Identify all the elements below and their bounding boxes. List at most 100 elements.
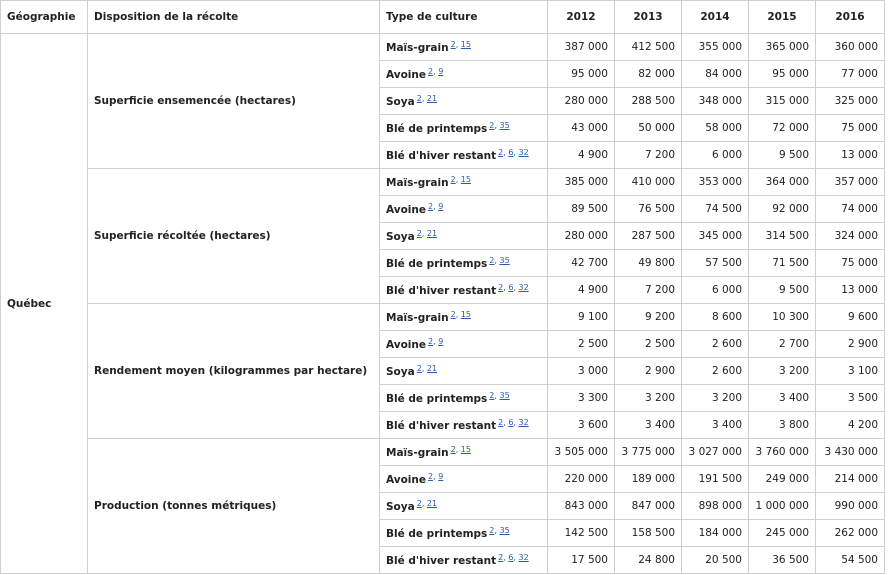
footnote-link[interactable]: 2	[498, 553, 504, 562]
value-cell: 2 900	[815, 330, 885, 358]
crop-cell: Soya 2, 21	[379, 357, 548, 385]
footnote-link[interactable]: 32	[518, 283, 529, 292]
footnote-link[interactable]: 2	[416, 364, 422, 373]
footnote-link[interactable]: 2	[416, 229, 422, 238]
footnote-link[interactable]: 32	[518, 418, 529, 427]
footnotes: 2, 9	[428, 337, 443, 346]
footnote-link[interactable]: 2	[428, 67, 434, 76]
footnote-link[interactable]: 15	[460, 310, 471, 319]
value-cell: 6 000	[681, 141, 749, 169]
footnote-link[interactable]: 9	[438, 337, 444, 346]
value-cell: 49 800	[614, 249, 682, 277]
footnote-link[interactable]: 21	[426, 364, 438, 373]
footnote-link[interactable]: 6	[508, 553, 514, 562]
footnote-link[interactable]: 2	[416, 499, 422, 508]
footnote-separator: ,	[513, 283, 519, 292]
footnote-link[interactable]: 2	[428, 202, 434, 211]
column-header: Type de culture	[379, 0, 548, 34]
footnote-link[interactable]: 2	[428, 472, 434, 481]
crop-cell: Blé de printemps 2, 35	[379, 114, 548, 142]
value-cell: 76 500	[614, 195, 682, 223]
footnote-link[interactable]: 6	[508, 148, 514, 157]
footnote-separator: ,	[494, 256, 500, 265]
value-cell: 3 400	[614, 411, 682, 439]
footnote-link[interactable]: 2	[498, 418, 504, 427]
footnote-link[interactable]: 6	[508, 283, 514, 292]
value-cell: 8 600	[681, 303, 749, 331]
value-cell: 3 000	[547, 357, 615, 385]
value-cell: 20 500	[681, 546, 749, 574]
value-cell: 13 000	[815, 141, 885, 169]
value-cell: 89 500	[547, 195, 615, 223]
crop-name: Blé de printemps	[386, 123, 488, 135]
table-row: Soya 2, 21 3 000 2 900 2 600 3 200 3 100	[1, 357, 885, 385]
footnote-link[interactable]: 35	[499, 526, 510, 535]
value-cell: 42 700	[547, 249, 615, 277]
footnote-link[interactable]: 2	[489, 391, 495, 400]
footnote-link[interactable]: 21	[426, 229, 438, 238]
crop-name: Soya	[386, 501, 415, 513]
footnote-link[interactable]: 15	[460, 40, 471, 49]
value-cell: 898 000	[681, 492, 749, 520]
value-cell: 77 000	[815, 60, 885, 88]
footnote-link[interactable]: 21	[426, 499, 438, 508]
table-row: Blé d'hiver restant 2, 6, 32 4 900 7 200 6 0…	[1, 141, 885, 169]
footnote-link[interactable]: 9	[438, 202, 444, 211]
value-cell: 6 000	[681, 276, 749, 304]
crop-name: Avoine	[386, 339, 427, 351]
value-cell: 9 500	[748, 276, 816, 304]
footnote-link[interactable]: 2	[498, 283, 504, 292]
footnote-link[interactable]: 2	[450, 310, 456, 319]
value-cell: 3 500	[815, 384, 885, 412]
footnotes: 2, 15	[451, 310, 471, 319]
crop-name: Soya	[386, 96, 415, 108]
value-cell: 9 600	[815, 303, 885, 331]
value-cell: 245 000	[748, 519, 816, 547]
footnote-link[interactable]: 2	[450, 175, 456, 184]
value-cell: 2 500	[547, 330, 615, 358]
value-cell: 3 300	[547, 384, 615, 412]
footnote-link[interactable]: 21	[426, 94, 438, 103]
footnote-link[interactable]: 32	[518, 553, 529, 562]
footnote-link[interactable]: 2	[450, 40, 456, 49]
value-cell: 3 400	[681, 411, 749, 439]
group-cell: Production (tonnes métriques)	[87, 438, 380, 574]
footnote-link[interactable]: 2	[450, 445, 456, 454]
value-cell: 847 000	[614, 492, 682, 520]
footnote-separator: ,	[494, 391, 500, 400]
crop-name: Blé d'hiver restant	[386, 555, 497, 567]
crop-name: Maïs-grain	[386, 42, 449, 54]
crop-cell: Soya 2, 21	[379, 222, 548, 250]
footnote-link[interactable]: 2	[498, 148, 504, 157]
footnote-link[interactable]: 9	[438, 67, 444, 76]
footnotes: 2, 6, 32	[498, 418, 529, 427]
crop-name: Avoine	[386, 204, 427, 216]
footnote-link[interactable]: 2	[428, 337, 434, 346]
footnote-link[interactable]: 15	[460, 445, 471, 454]
footnote-link[interactable]: 35	[499, 121, 510, 130]
footnote-link[interactable]: 6	[508, 418, 514, 427]
footnote-link[interactable]: 15	[460, 175, 471, 184]
value-cell: 357 000	[815, 168, 885, 196]
value-cell: 2 900	[614, 357, 682, 385]
value-cell: 74 000	[815, 195, 885, 223]
footnotes: 2, 15	[451, 445, 471, 454]
footnote-link[interactable]: 9	[438, 472, 444, 481]
footnote-link[interactable]: 2	[489, 121, 495, 130]
value-cell: 249 000	[748, 465, 816, 493]
value-cell: 385 000	[547, 168, 615, 196]
table-row: Blé de printemps 2, 35 142 500 158 500 184 0…	[1, 519, 885, 547]
column-header: 2016	[815, 0, 885, 34]
footnote-link[interactable]: 35	[499, 391, 510, 400]
footnote-link[interactable]: 2	[489, 526, 495, 535]
value-cell: 84 000	[681, 60, 749, 88]
footnote-link[interactable]: 35	[499, 256, 510, 265]
value-cell: 9 200	[614, 303, 682, 331]
footnote-link[interactable]: 32	[518, 148, 529, 157]
value-cell: 365 000	[748, 33, 816, 61]
table-row: Avoine 2, 9 95 000 82 000 84 000 95 000 77 000	[1, 60, 885, 88]
value-cell: 412 500	[614, 33, 682, 61]
crop-cell: Maïs-grain 2, 15	[379, 168, 548, 196]
footnote-link[interactable]: 2	[489, 256, 495, 265]
footnote-link[interactable]: 2	[416, 94, 422, 103]
